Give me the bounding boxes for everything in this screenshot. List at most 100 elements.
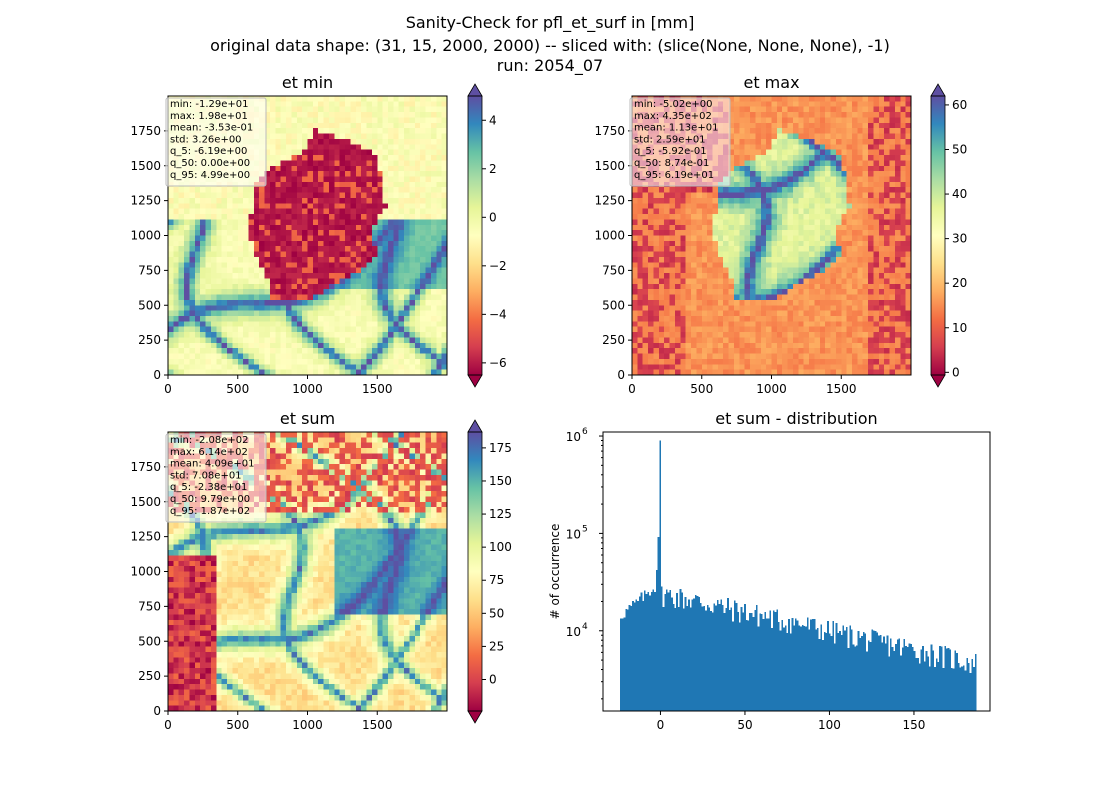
heatmap-cell xyxy=(414,181,421,188)
heatmap-cell xyxy=(328,305,335,312)
heatmap-cell xyxy=(334,96,341,102)
heatmap-cell xyxy=(253,240,260,247)
heatmap-cell xyxy=(420,337,427,344)
heatmap-cell xyxy=(371,192,378,199)
heatmap-cell xyxy=(755,192,762,199)
heatmap-cell xyxy=(398,149,405,156)
heatmap-cell xyxy=(307,289,314,296)
heatmap-cell xyxy=(296,117,303,124)
heatmap-cell xyxy=(414,230,421,237)
heatmap-cell xyxy=(664,326,671,333)
heatmap-cell xyxy=(355,181,362,188)
heatmap-cell xyxy=(409,315,416,322)
heatmap-cell xyxy=(355,337,362,344)
heatmap-cell xyxy=(425,203,432,210)
heatmap-cell xyxy=(653,219,660,226)
heatmap-cell xyxy=(830,262,837,269)
heatmap-cell xyxy=(685,299,692,306)
heatmap-cell xyxy=(339,208,346,215)
heatmap-cell xyxy=(227,305,233,312)
heatmap-cell xyxy=(857,294,864,301)
heatmap-cell xyxy=(323,165,330,172)
heatmap-cell xyxy=(404,332,411,339)
heatmap-cell xyxy=(275,348,282,355)
heatmap-cell xyxy=(398,224,405,231)
heatmap-cell xyxy=(232,208,239,215)
heatmap-cell xyxy=(264,117,271,124)
heatmap-cell xyxy=(414,176,421,183)
heatmap-cell xyxy=(674,289,681,296)
heatmap-cell xyxy=(318,155,325,161)
heatmap-cell xyxy=(350,278,357,285)
heatmap-cell xyxy=(248,192,255,199)
heatmap-cell xyxy=(178,273,185,280)
heatmap-cell xyxy=(648,348,655,355)
heatmap-cell xyxy=(733,240,740,247)
heatmap-cell xyxy=(409,96,416,102)
heatmap-cell xyxy=(841,289,848,296)
heatmap-cell xyxy=(259,192,266,199)
heatmap-cell xyxy=(755,155,762,161)
heatmap-cell xyxy=(420,203,427,210)
heatmap-cell xyxy=(361,165,368,172)
heatmap-cell xyxy=(189,251,196,258)
heatmap-cell xyxy=(674,283,681,290)
heatmap-cell xyxy=(680,337,687,344)
heatmap-cell xyxy=(318,176,325,183)
heatmap-cell xyxy=(841,235,848,242)
heatmap-cell xyxy=(798,214,805,221)
heatmap-cell xyxy=(221,358,228,365)
heatmap-cell xyxy=(642,273,649,280)
heatmap-cell xyxy=(210,224,217,231)
heatmap-cell xyxy=(680,294,687,301)
heatmap-cell xyxy=(355,106,362,113)
heatmap-cell xyxy=(637,256,644,263)
heatmap-cell xyxy=(371,149,378,156)
heatmap-cell xyxy=(243,246,250,253)
heatmap-cell xyxy=(776,332,783,339)
heatmap-cell xyxy=(350,214,357,221)
heatmap-cell xyxy=(803,122,810,129)
heatmap-cell xyxy=(312,224,319,231)
heatmap-cell xyxy=(248,310,255,317)
heatmap-cell xyxy=(750,224,757,231)
heatmap-cell xyxy=(825,364,832,371)
heatmap-cell xyxy=(339,187,346,194)
heatmap-cell xyxy=(685,214,692,221)
heatmap-cell xyxy=(404,240,411,247)
heatmap-cell xyxy=(739,122,746,129)
heatmap-cell xyxy=(275,326,282,333)
heatmap-cell xyxy=(669,246,676,253)
heatmap-cell xyxy=(750,165,757,172)
heatmap-cell xyxy=(750,149,757,156)
heatmap-cell xyxy=(345,230,352,237)
heatmap-cell xyxy=(717,235,724,242)
heatmap-cell xyxy=(409,283,416,290)
heatmap-cell xyxy=(755,299,762,306)
heatmap-cell xyxy=(717,256,724,263)
heatmap-cell xyxy=(674,246,681,253)
heatmap-cell xyxy=(787,128,794,135)
heatmap-cell xyxy=(776,155,783,161)
heatmap-cell xyxy=(819,96,826,102)
heatmap-cell xyxy=(328,181,335,188)
heatmap-cell xyxy=(414,160,421,167)
heatmap-cell xyxy=(398,358,405,365)
heatmap-cell xyxy=(409,122,416,129)
heatmap-cell xyxy=(776,187,783,194)
heatmap-cell xyxy=(173,240,180,247)
heatmap-cell xyxy=(178,203,185,210)
heatmap-cell xyxy=(830,176,837,183)
heatmap-cell xyxy=(350,181,357,188)
heatmap-cell xyxy=(184,208,191,215)
heatmap-cell xyxy=(350,112,357,119)
heatmap-cell xyxy=(798,112,805,119)
heatmap-cell xyxy=(409,364,416,371)
heatmap-cell xyxy=(291,138,298,145)
heatmap-cell xyxy=(857,106,864,113)
heatmap-cell xyxy=(425,122,432,129)
heatmap-cell xyxy=(425,332,432,339)
heatmap-cell xyxy=(345,358,352,365)
heatmap-cell xyxy=(200,251,207,258)
heatmap-cell xyxy=(339,299,346,306)
